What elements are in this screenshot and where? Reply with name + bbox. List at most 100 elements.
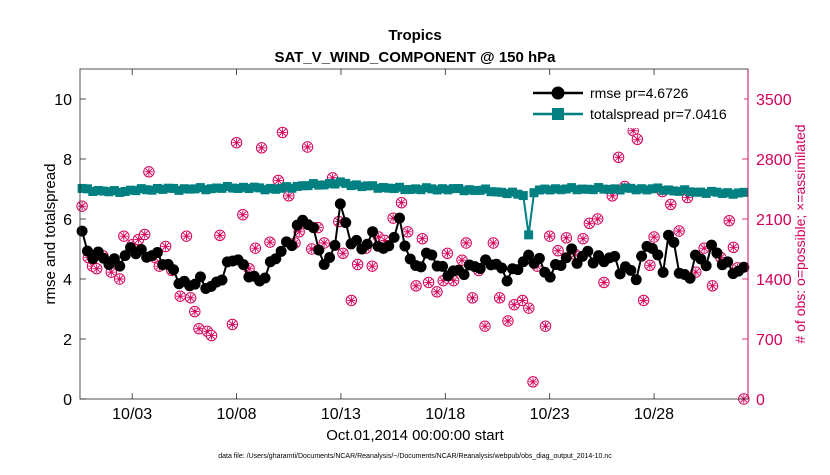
obs-assimilated-marker xyxy=(639,296,648,305)
obs-assimilated-marker xyxy=(388,213,398,223)
rmse-point xyxy=(76,225,88,237)
left-tick-label: 6 xyxy=(63,212,72,229)
obs-point xyxy=(612,151,625,163)
obs-assimilated-marker xyxy=(628,126,638,135)
obs-assimilated-marker xyxy=(528,377,538,387)
totalspread-point xyxy=(427,184,437,194)
obs-point xyxy=(345,294,358,307)
left-axis-ticks: 0 2 4 6 8 10 xyxy=(54,92,86,409)
obs-assimilated-marker xyxy=(320,238,329,248)
obs-assimilated-marker xyxy=(457,255,467,265)
left-tick-label: 8 xyxy=(63,152,72,169)
rmse-point xyxy=(609,250,621,262)
totalspread-point xyxy=(147,185,157,195)
obs-point xyxy=(592,213,604,225)
totalspread-point xyxy=(265,183,275,193)
rmse-point xyxy=(394,212,406,224)
totalspread-point xyxy=(529,188,539,198)
rmse-point xyxy=(286,240,298,252)
totalspread-point xyxy=(179,184,189,194)
totalspread-point xyxy=(341,178,351,188)
obs-assimilated-marker xyxy=(328,173,337,183)
obs-point xyxy=(466,292,479,304)
obs-assimilated-marker xyxy=(649,232,659,242)
obs-assimilated-marker xyxy=(294,227,304,237)
totalspread-point xyxy=(260,185,270,195)
rmse-point xyxy=(458,269,470,281)
rmse-point xyxy=(388,231,400,243)
totalspread-point xyxy=(212,183,222,193)
totalspread-point xyxy=(303,181,313,191)
totalspread-point xyxy=(545,185,555,195)
obs-assimilated-marker xyxy=(691,267,701,277)
totalspread-point xyxy=(233,183,243,193)
obs-assimilated-marker xyxy=(424,278,433,287)
obs-point xyxy=(139,228,151,241)
rmse-point xyxy=(216,274,228,286)
obs-assimilated-marker xyxy=(203,327,212,336)
totalspread-point xyxy=(255,183,265,193)
obs-assimilated-marker xyxy=(284,191,293,201)
totalspread-point xyxy=(238,182,248,192)
rmse-point xyxy=(700,260,712,272)
totalspread-point xyxy=(217,183,227,193)
rmse-point xyxy=(582,245,594,257)
obs-point xyxy=(143,166,155,178)
x-tick-label: 10/18 xyxy=(425,406,465,423)
obs-assimilated-marker xyxy=(107,267,116,277)
obs-point xyxy=(493,292,506,304)
obs-point xyxy=(508,299,520,311)
totalspread-point xyxy=(733,188,743,198)
rmse-point xyxy=(367,226,379,238)
obs-assimilated-marker xyxy=(338,249,348,258)
rmse-point xyxy=(496,262,508,274)
totalspread-point xyxy=(142,185,152,195)
obs-assimilated-marker xyxy=(161,242,170,251)
rmse-point xyxy=(657,266,669,278)
totalspread-point xyxy=(104,187,114,197)
rmse-point xyxy=(533,252,545,264)
totalspread-point xyxy=(330,179,340,189)
rmse-point xyxy=(135,243,147,255)
obs-point xyxy=(366,260,378,272)
obs-point xyxy=(410,280,422,292)
totalspread-point xyxy=(642,185,652,195)
left-tick-label: 4 xyxy=(63,272,72,289)
totalspread-point xyxy=(674,186,684,196)
obs-assimilated-marker xyxy=(725,216,734,225)
totalspread-point xyxy=(357,182,367,192)
obs-point xyxy=(422,276,435,289)
totalspread-point xyxy=(712,187,722,197)
obs-assimilated-marker xyxy=(633,135,642,144)
obs-point xyxy=(416,233,429,245)
totalspread-point xyxy=(723,188,733,198)
totalspread-point xyxy=(518,191,528,201)
obs-point xyxy=(560,232,573,244)
right-tick-label: 3500 xyxy=(756,92,792,109)
rmse-point xyxy=(114,260,126,272)
totalspread-point xyxy=(99,186,109,196)
totalspread-point xyxy=(615,185,625,195)
totalspread-point xyxy=(577,184,587,194)
chart-title: Tropics xyxy=(388,27,441,44)
totalspread-point xyxy=(551,184,561,194)
totalspread-point xyxy=(88,187,98,197)
totalspread-point xyxy=(201,185,211,195)
totalspread-point xyxy=(314,180,324,190)
rmse-point xyxy=(275,245,287,257)
totalspread-point xyxy=(82,184,92,194)
obs-point xyxy=(723,215,735,227)
obs-point xyxy=(527,376,539,388)
obs-point xyxy=(184,292,197,304)
totalspread-point xyxy=(411,184,421,194)
rmse-point xyxy=(119,250,131,262)
obs-assimilated-marker xyxy=(503,316,513,326)
totalspread-point xyxy=(389,184,399,194)
totalspread-point xyxy=(491,187,501,197)
totalspread-point xyxy=(513,189,523,199)
obs-point xyxy=(460,237,472,249)
obs-assimilated-marker xyxy=(461,238,471,248)
obs-assimilated-marker xyxy=(674,226,684,236)
